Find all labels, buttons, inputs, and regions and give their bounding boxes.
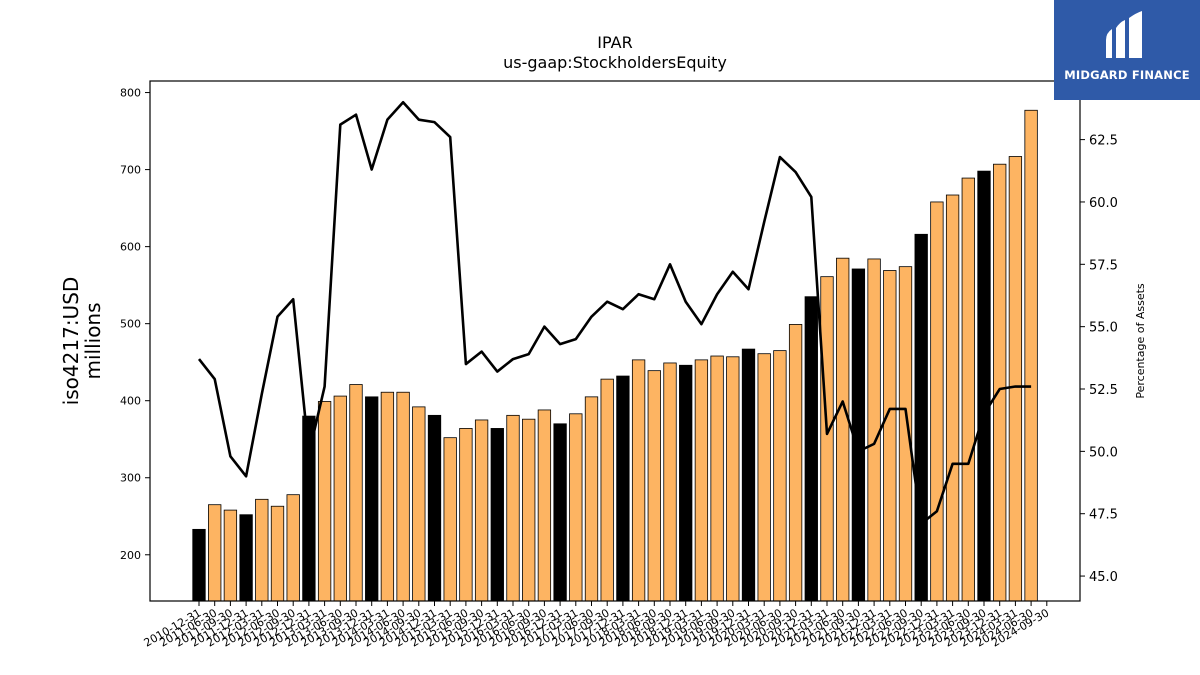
bar [474,419,489,602]
line-group [197,100,1032,525]
bar [867,258,881,602]
bar [679,364,693,602]
bar [443,437,457,602]
bar [726,356,740,602]
bar [804,296,818,602]
bar [883,270,897,602]
bar [631,359,646,602]
bar [977,170,991,602]
bar [459,428,473,602]
line-series [197,100,1032,525]
y2-tick-label: 62.5 [1089,134,1118,149]
y-tick-label: 700 [120,164,141,177]
y-tick-label: 200 [120,549,141,562]
y2-tick-label: 60.0 [1089,196,1118,211]
y-tick-label: 400 [120,395,141,408]
bar [208,504,222,602]
y-axis-label-right: Percentage of Assets [1134,283,1147,399]
bar [349,384,363,602]
bar [380,391,395,602]
bar [945,194,960,602]
bar [333,395,347,602]
bar [553,423,567,602]
bar [993,163,1007,602]
bar [741,348,756,602]
bar [820,276,834,602]
y2-tick-label: 55.0 [1089,321,1118,336]
logo-mark-icon [1106,11,1142,58]
bar [537,409,552,602]
bar [914,233,928,602]
y-tick-label: 300 [120,472,141,485]
bar [223,509,238,602]
bar [522,418,536,602]
logo-text: MIDGARD FINANCE [1064,68,1190,82]
bar [616,375,630,602]
y-tick-label: 500 [120,318,141,331]
y2-tick-label: 50.0 [1089,445,1118,460]
bars-group [192,109,1038,602]
chart-title: IPAR [597,33,632,52]
bar [757,353,771,602]
y-tick-label: 600 [120,241,141,254]
bar [569,413,583,602]
bar [412,406,426,602]
bar [365,396,379,602]
y2-tick-label: 45.0 [1089,570,1118,585]
bar [1024,109,1038,602]
bar [600,378,614,602]
bar [506,414,520,602]
bar [584,396,599,602]
bar [286,494,300,602]
y2-tick-label: 52.5 [1089,383,1118,398]
bar [490,428,504,602]
bar [396,391,410,602]
bar [836,257,850,602]
bar [647,370,661,602]
bar [663,362,677,602]
axes-group: 200 300 400 500 600 700 800 45.0 47.5 50.0 52.5 55.… [59,80,1118,650]
bar [255,498,269,602]
bar [270,505,285,602]
bar [239,514,253,602]
y-axis-label-left: iso4217:USDmillions [59,277,105,406]
bar [427,414,442,602]
bar [961,177,975,602]
y2-tick-label: 47.5 [1089,508,1118,523]
logo: MIDGARD FINANCE [1054,0,1200,100]
bar [773,350,787,602]
y-tick-label: 800 [120,87,141,100]
bar [694,359,709,602]
chart-subtitle: us-gaap:StockholdersEquity [503,53,727,72]
plot-frame [149,80,1081,602]
bar [1008,156,1023,602]
bar [317,401,332,602]
bar [192,528,206,602]
bar [788,324,803,602]
y2-tick-label: 57.5 [1089,258,1118,273]
bar [710,355,724,602]
bar [930,201,944,602]
